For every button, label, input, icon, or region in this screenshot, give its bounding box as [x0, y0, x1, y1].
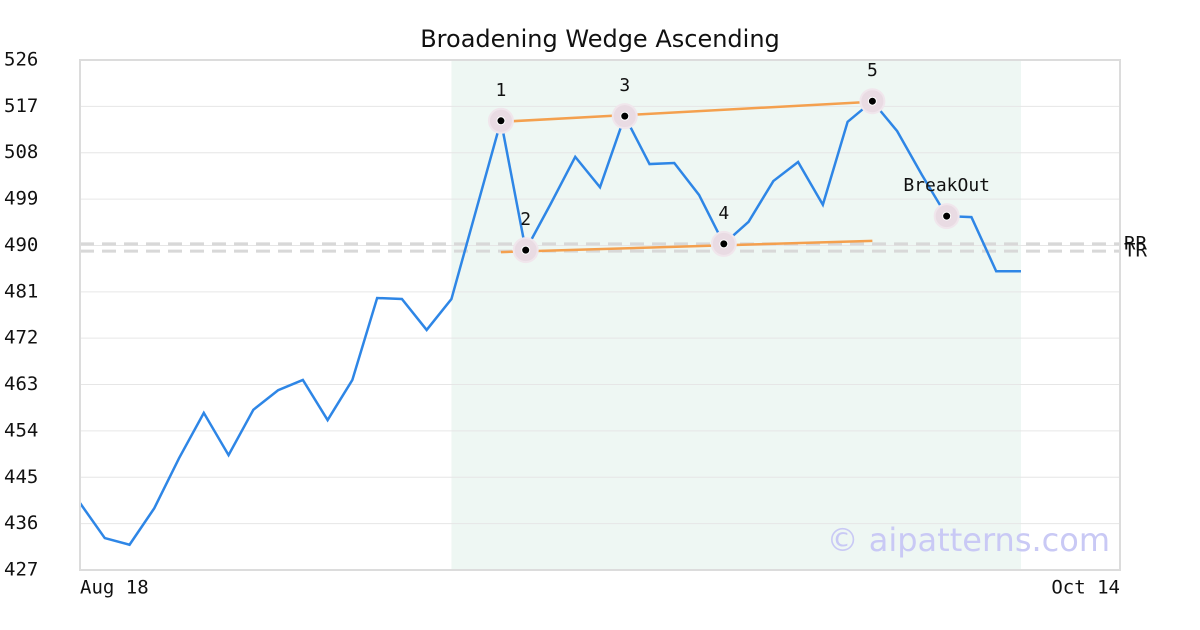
plot-frame: [79, 59, 1121, 571]
y-tick-label: 508: [4, 141, 38, 163]
level-label: TR: [1124, 240, 1147, 262]
y-tick-label: 463: [4, 373, 38, 395]
y-tick-label: 517: [4, 95, 38, 117]
y-tick-label: 445: [4, 466, 38, 488]
pattern-point-label: 4: [718, 203, 729, 224]
pattern-point: [620, 111, 630, 121]
pattern-point-label: BreakOut: [903, 175, 990, 196]
y-tick-label: 436: [4, 512, 38, 534]
y-tick-label: 481: [4, 280, 38, 302]
pattern-point: [521, 245, 531, 255]
level-label: RR: [1124, 232, 1147, 254]
trendline: [500, 100, 873, 124]
y-tick-label: 526: [4, 49, 38, 71]
pattern-point-label: 1: [496, 80, 507, 101]
y-tick-label: 472: [4, 327, 38, 349]
x-tick-label: Aug 18: [80, 577, 149, 599]
highlight-region: [451, 60, 1021, 570]
y-tick-label: 499: [4, 188, 38, 210]
pattern-point: [719, 239, 729, 249]
pattern-point: [496, 116, 506, 126]
chart-title: Broadening Wedge Ascending: [420, 25, 780, 53]
watermark: © aipatterns.com: [827, 521, 1110, 559]
pattern-point: [942, 211, 952, 221]
x-tick-label: Oct 14: [1051, 577, 1120, 599]
pattern-point-label: 3: [619, 75, 630, 96]
trendline: [500, 239, 873, 254]
y-tick-label: 427: [4, 559, 38, 581]
y-tick-label: 454: [4, 419, 38, 441]
y-tick-label: 490: [4, 234, 38, 256]
pattern-point-label: 2: [520, 209, 531, 230]
pattern-point-label: 5: [867, 60, 878, 81]
pattern-point: [867, 96, 877, 106]
